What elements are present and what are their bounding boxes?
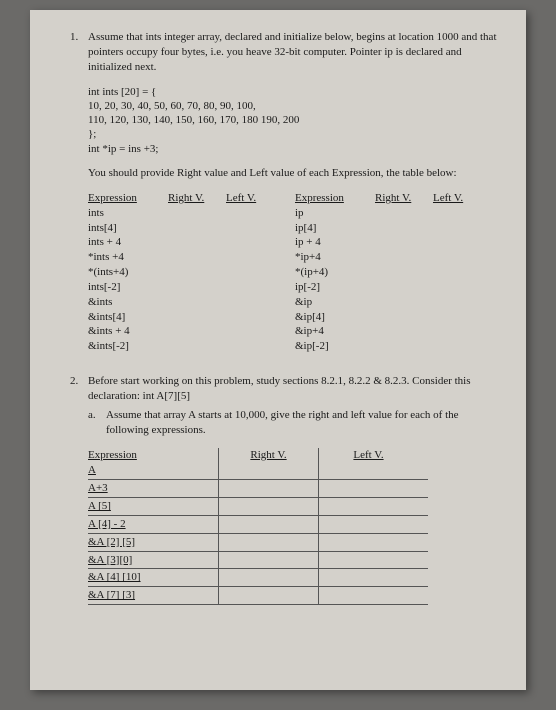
expr-cell: A [4] - 2 (88, 516, 218, 533)
blank-cell (218, 480, 318, 497)
blank-cell (218, 587, 318, 604)
expr-cell: &A [7] [3] (88, 587, 218, 604)
expr-cell: &ints[-2] (88, 339, 168, 354)
expr-cell: *ints +4 (88, 250, 168, 265)
question-2: 2. Before start working on this problem,… (70, 374, 502, 605)
blank-cell (218, 498, 318, 515)
expr-cell: &ints[4] (88, 310, 168, 325)
expr-cell: ints[4] (88, 221, 168, 236)
expr-cell: &ip (295, 295, 375, 310)
expr-cell: &A [3][0] (88, 552, 218, 569)
question-number: 2. (70, 374, 88, 605)
expr-cell: ip (295, 206, 375, 221)
q1-table: Expression Right V. Left V. ints ints[4]… (88, 191, 502, 354)
blank-cell (318, 587, 418, 604)
expr-cell: &A [4] [10] (88, 569, 218, 586)
expr-cell: &A [2] [5] (88, 534, 218, 551)
expr-cell: *(ip+4) (295, 265, 375, 280)
expr-cell: &ints + 4 (88, 324, 168, 339)
expr-cell: ip + 4 (295, 235, 375, 250)
q1-left-column: Expression Right V. Left V. ints ints[4]… (88, 191, 295, 354)
blank-cell (318, 516, 418, 533)
subquestion-letter: a. (88, 408, 106, 438)
expr-cell: ip[4] (295, 221, 375, 236)
header-expression: Expression (88, 448, 218, 463)
expr-cell: A [5] (88, 498, 218, 515)
q2-sub-a: Assume that array A starts at 10,000, gi… (106, 408, 502, 438)
expr-cell: &ints (88, 295, 168, 310)
header-expression: Expression (295, 191, 375, 206)
code-line: 10, 20, 30, 40, 50, 60, 70, 80, 90, 100, (88, 99, 502, 113)
blank-cell (318, 498, 418, 515)
expr-cell: &ip[-2] (295, 339, 375, 354)
blank-cell (218, 569, 318, 586)
blank-cell (218, 534, 318, 551)
header-left-v: Left V. (318, 448, 418, 463)
q1-instruction: You should provide Right value and Left … (88, 166, 502, 181)
blank-cell (318, 569, 418, 586)
q1-code-block: int ints [20] = { 10, 20, 30, 40, 50, 60… (88, 85, 502, 156)
expr-cell: *ip+4 (295, 250, 375, 265)
code-line: int *ip = ins +3; (88, 142, 502, 156)
header-expression: Expression (88, 191, 168, 206)
header-left-v: Left V. (226, 191, 276, 206)
question-1: 1. Assume that ints integer array, decla… (70, 30, 502, 358)
code-line: int ints [20] = { (88, 85, 502, 99)
code-line: 110, 120, 130, 140, 150, 160, 170, 180 1… (88, 113, 502, 127)
document-page: 1. Assume that ints integer array, decla… (30, 10, 526, 690)
expr-cell: A (88, 462, 218, 479)
expr-cell: ints (88, 206, 168, 221)
blank-cell (318, 552, 418, 569)
expr-cell: A+3 (88, 480, 218, 497)
expr-cell: ints + 4 (88, 235, 168, 250)
question-number: 1. (70, 30, 88, 358)
q1-intro: Assume that ints integer array, declared… (88, 30, 502, 75)
header-right-v: Right V. (218, 448, 318, 463)
header-right-v: Right V. (168, 191, 226, 206)
q2-table: Expression Right V. Left V. A A+3 A [5] … (88, 448, 428, 606)
expr-cell: *(ints+4) (88, 265, 168, 280)
blank-cell (318, 534, 418, 551)
expr-cell: ip[-2] (295, 280, 375, 295)
blank-cell (218, 516, 318, 533)
blank-cell (318, 480, 418, 497)
q2-intro: Before start working on this problem, st… (88, 374, 502, 404)
q1-right-column: Expression Right V. Left V. ip ip[4] ip … (295, 191, 502, 354)
expr-cell: &ip[4] (295, 310, 375, 325)
code-line: }; (88, 127, 502, 141)
blank-cell (218, 552, 318, 569)
expr-cell: ints[-2] (88, 280, 168, 295)
blank-cell (318, 462, 418, 479)
header-left-v: Left V. (433, 191, 483, 206)
header-right-v: Right V. (375, 191, 433, 206)
blank-cell (218, 462, 318, 479)
expr-cell: &ip+4 (295, 324, 375, 339)
